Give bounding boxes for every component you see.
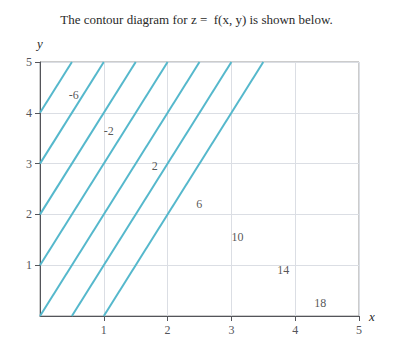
svg-text:The contour diagram for z = f: The contour diagram for z = f(x, y) is s…	[60, 12, 333, 27]
svg-text:y: y	[35, 36, 43, 51]
svg-text:1: 1	[26, 258, 32, 272]
svg-text:10: 10	[231, 230, 243, 244]
svg-text:2: 2	[26, 207, 32, 221]
svg-text:4: 4	[292, 323, 298, 337]
svg-text:2: 2	[165, 323, 171, 337]
svg-text:x: x	[368, 309, 375, 324]
svg-text:18: 18	[314, 296, 326, 310]
svg-text:1: 1	[101, 323, 107, 337]
svg-text:6: 6	[196, 197, 202, 211]
svg-text:-6: -6	[69, 88, 79, 102]
svg-text:14: 14	[277, 263, 289, 277]
svg-text:2: 2	[152, 159, 158, 173]
svg-text:3: 3	[26, 157, 32, 171]
svg-text:5: 5	[356, 323, 362, 337]
svg-text:3: 3	[228, 323, 234, 337]
svg-text:4: 4	[26, 106, 32, 120]
svg-text:-2: -2	[104, 124, 114, 138]
svg-text:5: 5	[26, 55, 32, 69]
